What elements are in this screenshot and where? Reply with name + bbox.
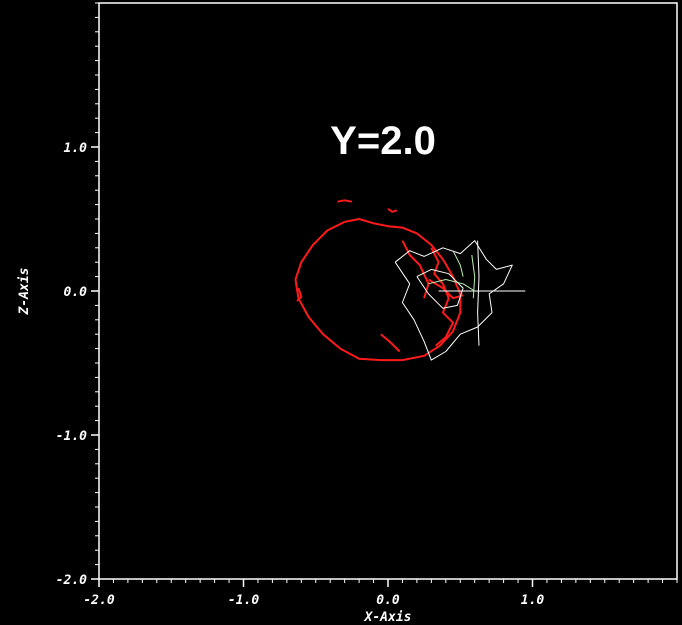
contour-line-s1-3: [477, 240, 480, 346]
contour-line-s0-3: [380, 333, 401, 353]
contour-line-s1-0: [394, 240, 513, 361]
contour-line-s1-1: [416, 268, 464, 309]
y-tick-label: 1.0: [64, 141, 88, 156]
contour-line-s0-6: [427, 278, 464, 300]
contour-line-s0-2: [401, 240, 430, 299]
contour-line-s0-1: [430, 247, 454, 347]
contour-line-s0-0: [294, 218, 462, 362]
plot-area: [294, 199, 526, 362]
x-axis-label: X-Axis: [364, 610, 412, 625]
x-tick-label: -2.0: [83, 593, 114, 608]
contour-line-s2-1: [471, 254, 476, 299]
y-tick-label: -2.0: [56, 573, 87, 588]
x-tick-label: 0.0: [376, 593, 400, 608]
y-axis-label: Z-Axis: [17, 268, 32, 316]
contour-line-s0-7: [296, 287, 303, 302]
contour-line-s2-0: [428, 279, 475, 292]
contour-line-s2-2: [452, 250, 464, 277]
chart-title: Y=2.0: [330, 119, 436, 163]
y-tick-label: 0.0: [64, 285, 88, 300]
y-tick-label: -1.0: [56, 429, 87, 444]
contour-line-s0-5: [387, 208, 398, 213]
x-tick-label: -1.0: [228, 593, 259, 608]
contour-line-s0-4: [337, 199, 353, 203]
axes: -2.0 -1.0 0.0 1.0 -2.0 -1.0 0.0 1.0: [56, 2, 678, 608]
x-tick-label: 1.0: [521, 593, 545, 608]
